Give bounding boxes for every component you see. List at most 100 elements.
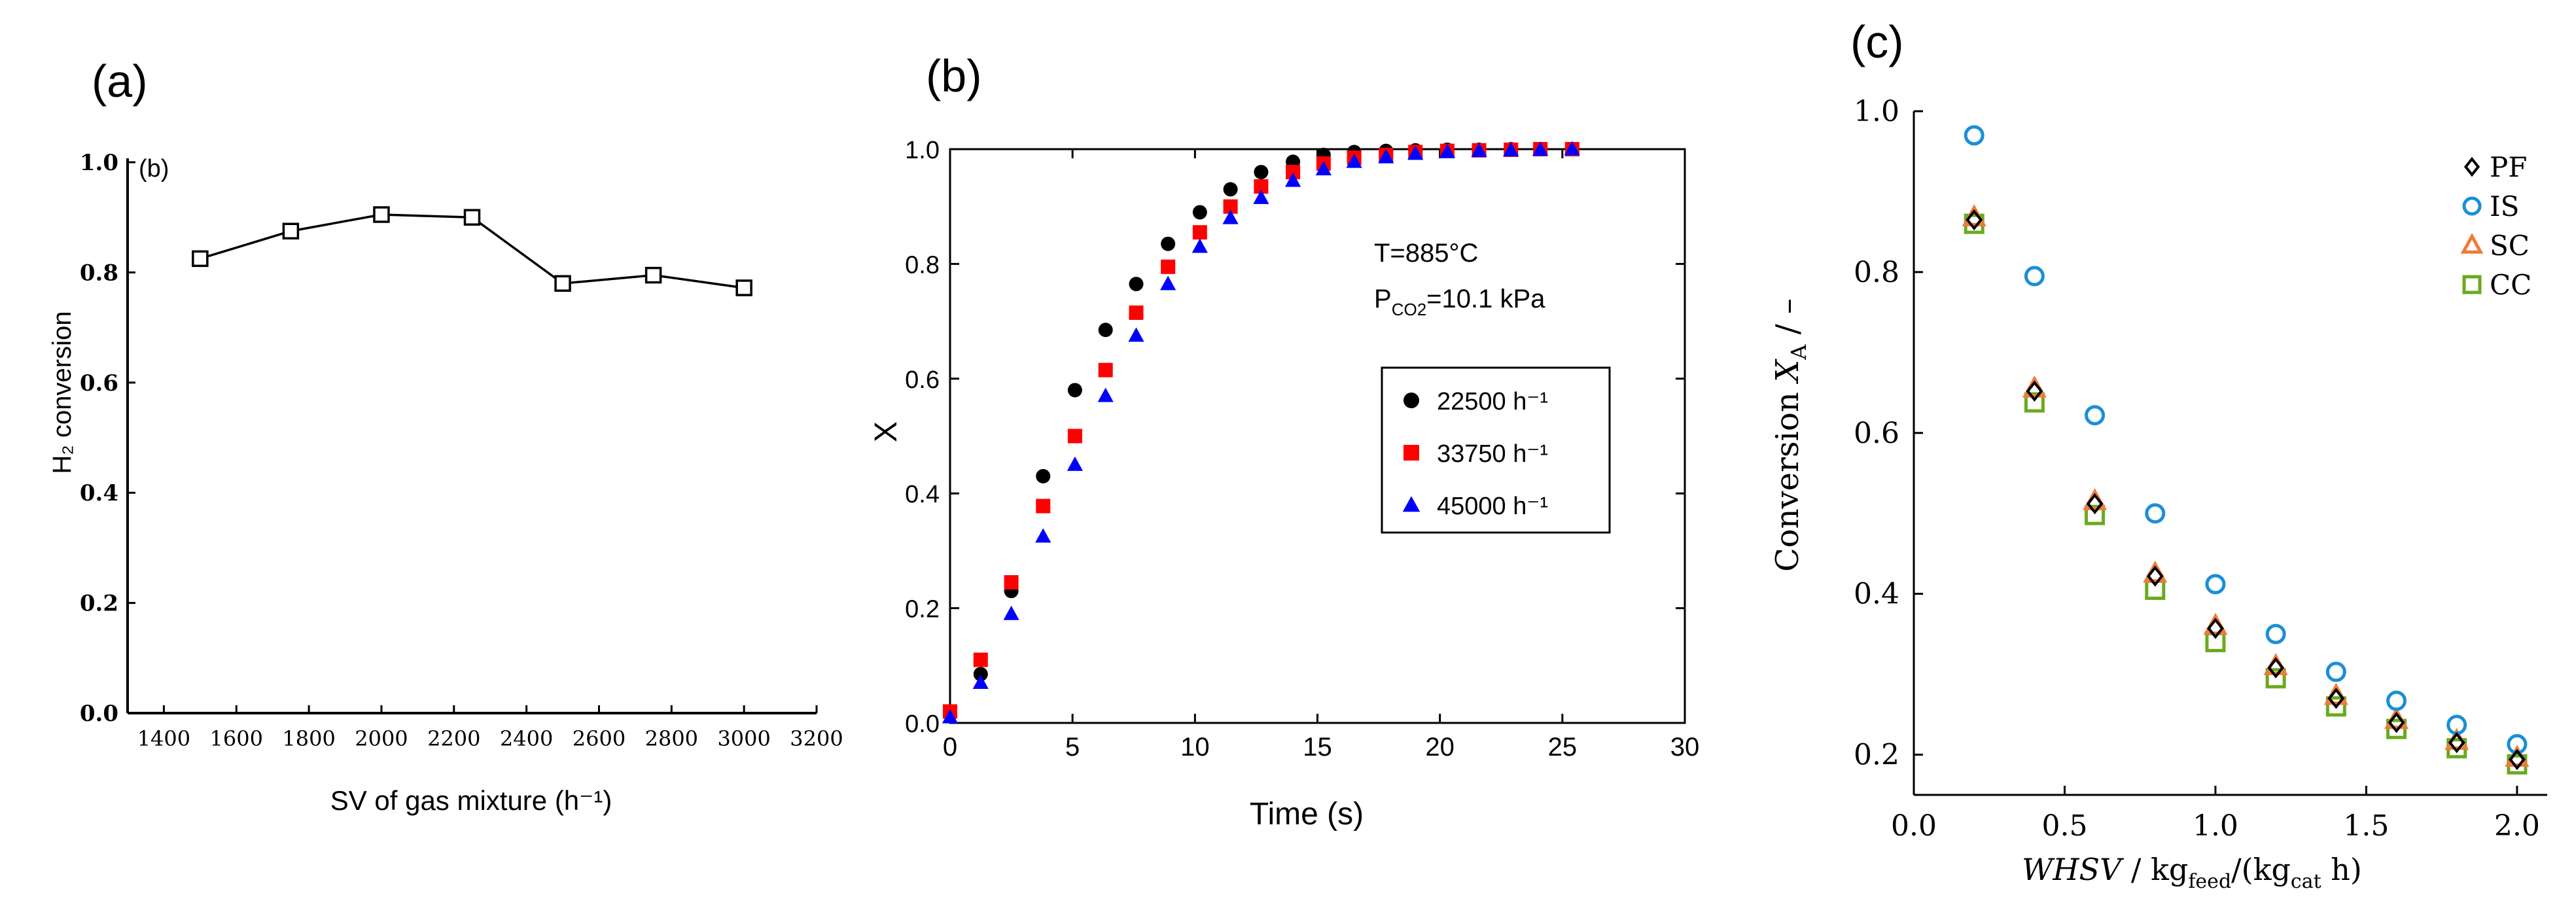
panel-c-legend-marker-1 [2462,196,2482,216]
panel-a-y-axis-label: H₂ conversion [48,311,77,474]
panel-b-point-series-2 [1191,238,1208,253]
panel-a-x-tick-label: 2600 [573,726,626,751]
panel-b-point-series-2 [972,674,989,689]
panel-c-y-label-x: X [1769,359,1806,385]
panel-c-legend-label-1: IS [2490,190,2519,222]
panel-c-point-series-3 [2085,504,2106,525]
panel-c-y-label-unit: / – [1769,298,1806,345]
panel-c-point-series-1 [2145,503,2166,524]
panel-b-point-series-1 [1223,199,1238,214]
panel-c-y-tick-label: 0.8 [1854,256,1899,289]
panel-b-point-series-2 [1097,387,1114,402]
panel-c-x-ticks: 0.0 0.5 1.0 1.5 2.0 [1891,786,2540,843]
panel-a-y-tick-label: 0.0 [80,701,118,727]
panel-b-point-series-0 [1098,323,1113,338]
panel-b-point-series-0 [1254,165,1269,180]
panel-a-data-point [192,250,209,268]
panel-c-legend-label-0: PF [2490,151,2527,183]
panel-b-point-series-1 [1036,499,1051,514]
panel-c-x-tick-label: 1.0 [2193,809,2238,843]
panel-b-x-ticks: 0 5 10 15 20 25 30 [943,149,1699,762]
panel-b-pressure-symbol: P [1374,285,1392,313]
panel-b-point-series-2 [1035,528,1051,543]
panel-b-point-series-1 [1254,179,1269,194]
panel-b-x-tick-label: 5 [1065,733,1080,762]
panel-c-y-label-conversion: Conversion [1769,382,1806,572]
panel-b-y-tick-label: 0.2 [905,596,940,623]
panel-b-legend-box [1381,366,1611,534]
panel-a-label: (a) [92,56,148,107]
panel-c-legend-marker-0 [2463,156,2480,177]
panel-c-label: (c) [1850,16,1904,67]
panel-b-point-series-2 [1407,145,1424,160]
panel-b-point-series-0 [1223,182,1238,197]
panel-a-x-tick-label: 2800 [645,726,698,751]
panel-b-y-tick-label: 0.8 [905,251,940,279]
panel-c-point-series-0 [2086,493,2104,515]
panel-b-point-series-2 [1532,141,1549,156]
panel-c-y-ticks: 0.2 0.4 0.6 0.8 1.0 [1854,95,1923,772]
panel-c-point-series-0 [2388,712,2405,733]
panel-a-marks [192,206,752,296]
panel-b-point-series-1 [1129,305,1144,320]
panel-c-point-series-0 [1966,209,1983,231]
panel-c-y-tick-label: 0.4 [1854,578,1899,611]
panel-b-x-tick-label: 10 [1180,733,1210,762]
panel-b-pressure-subscript: CO2 [1392,300,1426,319]
panel-b-point-series-1 [1161,259,1176,274]
panel-b-point-series-0 [1067,383,1082,398]
panel-c-point-series-1 [2024,266,2045,287]
panel-a-x-tick-label: 2400 [500,726,553,751]
panel-c-y-tick-label: 1.0 [1854,95,1899,128]
panel-c-x-tick-label: 2.0 [2494,809,2540,843]
panel-b-point-series-2 [1503,142,1519,157]
panel-c-point-series-1 [2386,690,2407,711]
panel-b-x-tick-label: 30 [1670,733,1700,762]
panel-b-legend-label-0: 22500 h⁻¹ [1437,388,1548,415]
panel-c-point-series-3 [2325,696,2346,717]
panel-b-point-series-2 [1564,141,1580,156]
panel-a-y-tick-label: 0.8 [80,260,118,286]
panel-c-legend-marker-2 [2460,233,2484,254]
panel-a-x-tick-label: 3200 [790,726,843,751]
panel-b-point-series-2 [1346,153,1362,168]
panel-b-point-series-2 [1160,275,1176,290]
panel-b-y-tick-label: 0.4 [905,481,940,508]
panel-a-inner-label: (b) [139,155,169,183]
panel-b-point-series-1 [1098,362,1113,377]
panel-b-x-tick-label: 15 [1303,733,1332,762]
panel-c-point-series-0 [2327,688,2345,709]
panel-b-legend-marker-0 [1403,393,1419,408]
panel-b-pressure-annotation: PCO2=10.1 kPa [1374,285,1545,319]
panel-c-marks [1962,125,2530,775]
panel-a-data-point [373,206,390,223]
panel-a-y-tick-label: 0.2 [80,591,118,617]
panel-a-data-point [282,222,300,239]
panel-c-point-series-0 [2267,657,2285,678]
panel-b-legend-marker-2 [1402,496,1420,512]
panel-b-y-tick-label: 0.0 [905,710,940,738]
panel-b-point-series-0 [1161,236,1176,251]
panel-a-x-tick-label: 2000 [355,726,408,751]
panel-c-legend-label-3: CC [2490,269,2532,301]
panel-b-marks [942,141,1580,724]
panel-c-legend: PF IS SC CC [2460,151,2532,301]
panel-b-point-series-2 [1128,327,1144,342]
panel-c-point-series-1 [2085,405,2106,426]
panel-a-chart: (a) (b) 0.0 0.2 0.4 0.6 0.8 1.0 1400 1600 1800 2… [48,56,843,816]
panel-c-chart: (c) 0.2 0.4 0.6 0.8 1.0 0.0 0.5 1.0 1.5 2.0 PF IS… [1769,16,2547,893]
panel-a-x-tick-label: 3000 [717,726,770,751]
panel-c-point-series-0 [2508,748,2526,771]
panel-c-point-series-1 [1964,125,1985,146]
panel-b-point-series-0 [1129,277,1144,292]
panel-b-point-series-2 [1253,189,1269,204]
panel-b-legend-marker-1 [1403,445,1419,461]
panel-a-y-ticks: 0.0 0.2 0.4 0.6 0.8 1.0 [80,150,135,727]
panel-b-point-series-2 [942,709,959,724]
panel-b-x-tick-label: 25 [1548,733,1578,762]
panel-c-x-label-unit2: /(kg [2231,852,2291,887]
panel-b-point-series-0 [973,667,988,682]
panel-b-point-series-1 [1004,575,1019,590]
panel-a-x-axis-label: SV of gas mixture (h⁻¹) [330,785,612,816]
